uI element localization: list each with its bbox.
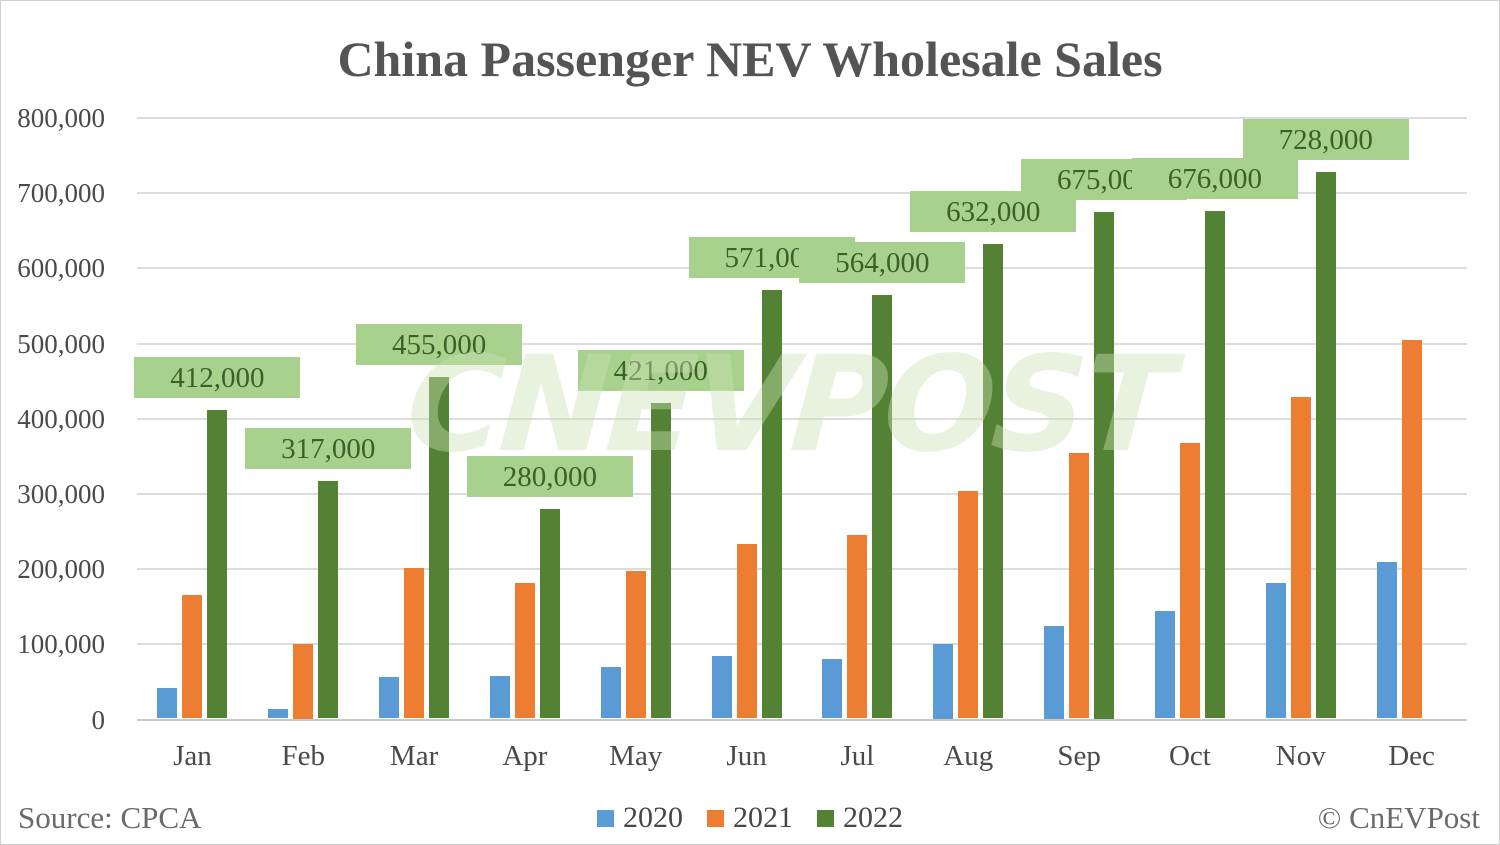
source-note: Source: CPCA	[18, 800, 202, 835]
data-label-2022-mar: 455,000	[356, 324, 523, 366]
bar-2022-mar	[429, 377, 450, 719]
bar-2021-nov	[1290, 396, 1311, 719]
x-tick-feb: Feb	[281, 740, 326, 772]
y-tick-0: 0	[91, 704, 106, 735]
gridline-0	[137, 718, 1467, 721]
y-tick-200000: 200,000	[17, 554, 105, 585]
bar-2022-jul	[872, 295, 893, 719]
legend-item-2020: 2020	[597, 801, 683, 835]
bar-2020-jan	[157, 687, 178, 719]
bar-2022-may	[650, 402, 671, 719]
legend-swatch-2021	[707, 809, 724, 827]
gridline-200000	[137, 568, 1467, 571]
bar-2020-dec	[1376, 561, 1397, 719]
x-tick-aug: Aug	[943, 740, 994, 772]
bar-2020-oct	[1154, 611, 1175, 719]
y-tick-500000: 500,000	[17, 328, 105, 359]
x-tick-nov: Nov	[1275, 740, 1326, 772]
x-tick-apr: Apr	[502, 740, 548, 772]
x-tick-may: May	[609, 740, 663, 772]
bar-2021-sep	[1069, 452, 1090, 719]
bar-2021-jun	[736, 543, 757, 719]
data-label-2022-oct: 676,000	[1131, 158, 1298, 200]
data-label-2022-feb: 317,000	[245, 428, 412, 470]
bar-2022-oct	[1204, 211, 1225, 719]
bar-2020-sep	[1044, 625, 1065, 719]
data-label-2022-jan: 412,000	[134, 356, 301, 398]
legend-swatch-2020	[597, 809, 614, 827]
bar-2021-feb	[293, 644, 314, 719]
bar-2021-jul	[847, 535, 868, 719]
x-tick-jul: Jul	[840, 740, 875, 772]
data-label-2022-may: 421,000	[577, 349, 744, 391]
legend-label-2022: 2022	[843, 801, 903, 834]
bar-2021-apr	[514, 582, 535, 719]
bar-2021-may	[625, 571, 646, 719]
y-tick-800000: 800,000	[17, 103, 105, 133]
legend-label-2021: 2021	[733, 801, 793, 834]
bar-2022-aug	[983, 244, 1004, 719]
bar-2020-apr	[489, 675, 510, 719]
x-tick-jan: Jan	[173, 740, 212, 772]
x-tick-sep: Sep	[1057, 740, 1101, 772]
y-tick-300000: 300,000	[17, 478, 105, 509]
legend-item-2021: 2021	[707, 801, 793, 835]
y-tick-700000: 700,000	[17, 178, 105, 209]
bar-2021-mar	[404, 568, 425, 719]
bar-2022-nov	[1315, 172, 1336, 719]
legend-item-2022: 2022	[817, 801, 903, 835]
bar-2021-aug	[958, 490, 979, 719]
x-tick-dec: Dec	[1388, 740, 1435, 772]
legend-label-2020: 2020	[623, 801, 683, 834]
gridline-400000	[137, 417, 1467, 420]
x-tick-oct: Oct	[1168, 740, 1211, 772]
gridline-100000	[137, 643, 1467, 646]
x-tick-jun: Jun	[726, 740, 767, 772]
bar-2021-jan	[182, 595, 203, 719]
bar-2022-feb	[318, 481, 339, 719]
bar-2020-aug	[933, 644, 954, 719]
bar-2020-jul	[822, 658, 843, 719]
bar-2022-apr	[539, 508, 560, 719]
y-tick-600000: 600,000	[17, 253, 105, 284]
bar-2022-sep	[1094, 211, 1115, 719]
bar-2020-may	[600, 666, 621, 719]
bar-2020-mar	[379, 677, 400, 719]
gridline-800000	[137, 117, 1467, 119]
bar-2021-oct	[1179, 442, 1200, 719]
gridline-500000	[137, 342, 1467, 345]
y-tick-100000: 100,000	[17, 629, 105, 660]
legend-swatch-2022	[817, 809, 834, 827]
y-tick-400000: 400,000	[17, 403, 105, 434]
data-label-2022-apr: 280,000	[466, 455, 633, 497]
bar-2020-nov	[1265, 583, 1286, 719]
gridline-700000	[137, 192, 1467, 195]
bar-2021-dec	[1401, 339, 1422, 719]
bar-2020-jun	[711, 655, 732, 719]
bar-2022-jun	[761, 290, 782, 719]
legend: 2020 2021 2022	[0, 801, 1500, 835]
data-label-2022-jul: 564,000	[799, 242, 966, 284]
bar-2022-jan	[207, 409, 228, 719]
gridline-300000	[137, 492, 1467, 495]
x-tick-mar: Mar	[389, 740, 439, 772]
data-label-2022-nov: 728,000	[1242, 119, 1409, 161]
copyright-note: © CnEVPost	[1317, 800, 1480, 835]
chart-title: China Passenger NEV Wholesale Sales	[337, 31, 1163, 87]
bar-2020-feb	[268, 708, 289, 719]
